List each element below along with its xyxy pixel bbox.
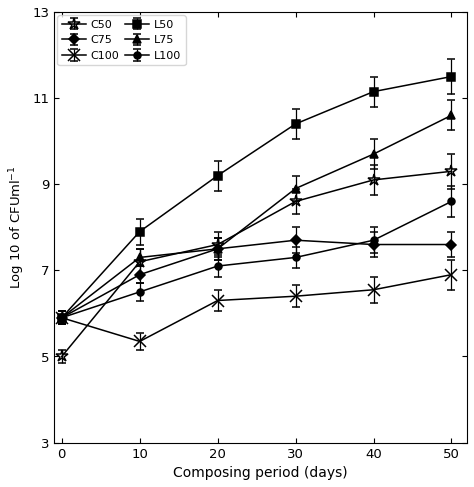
Legend: C50, C75, C100, L50, L75, L100: C50, C75, C100, L50, L75, L100 [57,15,185,65]
Y-axis label: Log 10 of CFUml$^{-1}$: Log 10 of CFUml$^{-1}$ [7,166,27,289]
X-axis label: Composing period (days): Composing period (days) [173,466,348,480]
